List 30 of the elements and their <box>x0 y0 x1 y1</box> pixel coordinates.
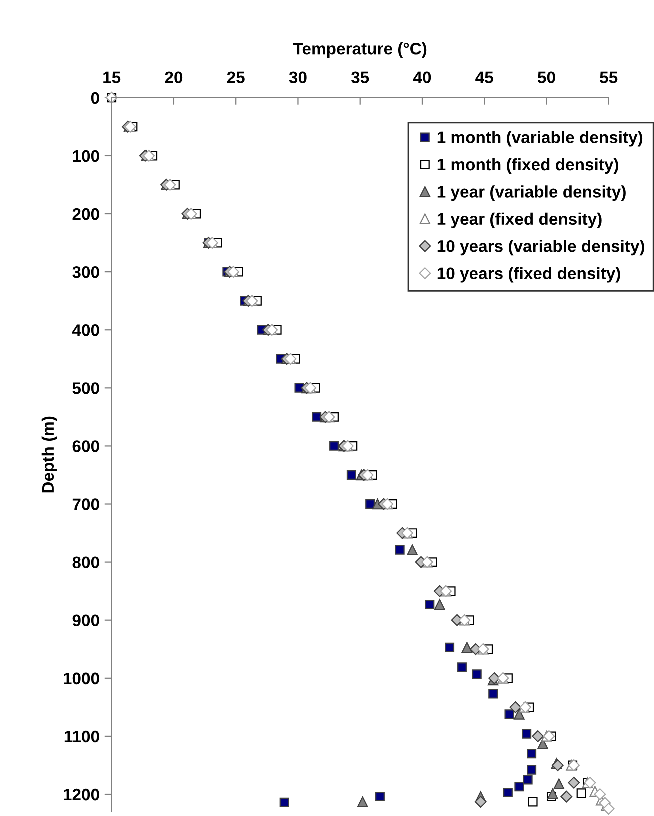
y-tick-label: 1000 <box>64 672 100 685</box>
x-tick-label: 15 <box>104 72 121 84</box>
y-axis-title: Depth (m) <box>42 416 58 493</box>
legend-label: 1 month (fixed density) <box>438 158 618 174</box>
x-tick-label: 30 <box>289 72 307 84</box>
x-tick-label: 55 <box>600 72 618 84</box>
x-tick-label: 50 <box>538 72 556 84</box>
legend-label: 1 year (variable density) <box>438 186 626 202</box>
x-tick-label: 25 <box>227 72 245 84</box>
legend-label: 10 years (variable density) <box>438 240 644 256</box>
y-tick-label: 200 <box>72 208 100 220</box>
y-tick-label: 100 <box>73 150 100 162</box>
legend-label: 10 years (fixed density) <box>438 267 620 283</box>
y-tick-label: 1200 <box>64 788 100 801</box>
x-tick-label: 35 <box>351 72 370 84</box>
y-tick-label: 0 <box>91 92 100 104</box>
y-tick-label: 400 <box>72 324 100 336</box>
y-tick-label: 700 <box>72 498 100 510</box>
y-tick-label: 1100 <box>64 730 100 743</box>
y-tick-label: 300 <box>72 266 100 278</box>
x-tick-label: 20 <box>165 72 183 84</box>
x-tick-label: 45 <box>476 72 494 84</box>
y-tick-label: 800 <box>72 556 100 569</box>
x-axis-title: Temperature (°C) <box>293 42 427 58</box>
legend-label: 1 month (variable density) <box>438 131 643 147</box>
x-tick-label: 40 <box>413 72 432 84</box>
legend-label: 1 year (fixed density) <box>438 212 602 228</box>
y-tick-label: 900 <box>72 614 100 627</box>
y-tick-label: 600 <box>72 440 100 452</box>
y-tick-label: 500 <box>72 382 100 394</box>
